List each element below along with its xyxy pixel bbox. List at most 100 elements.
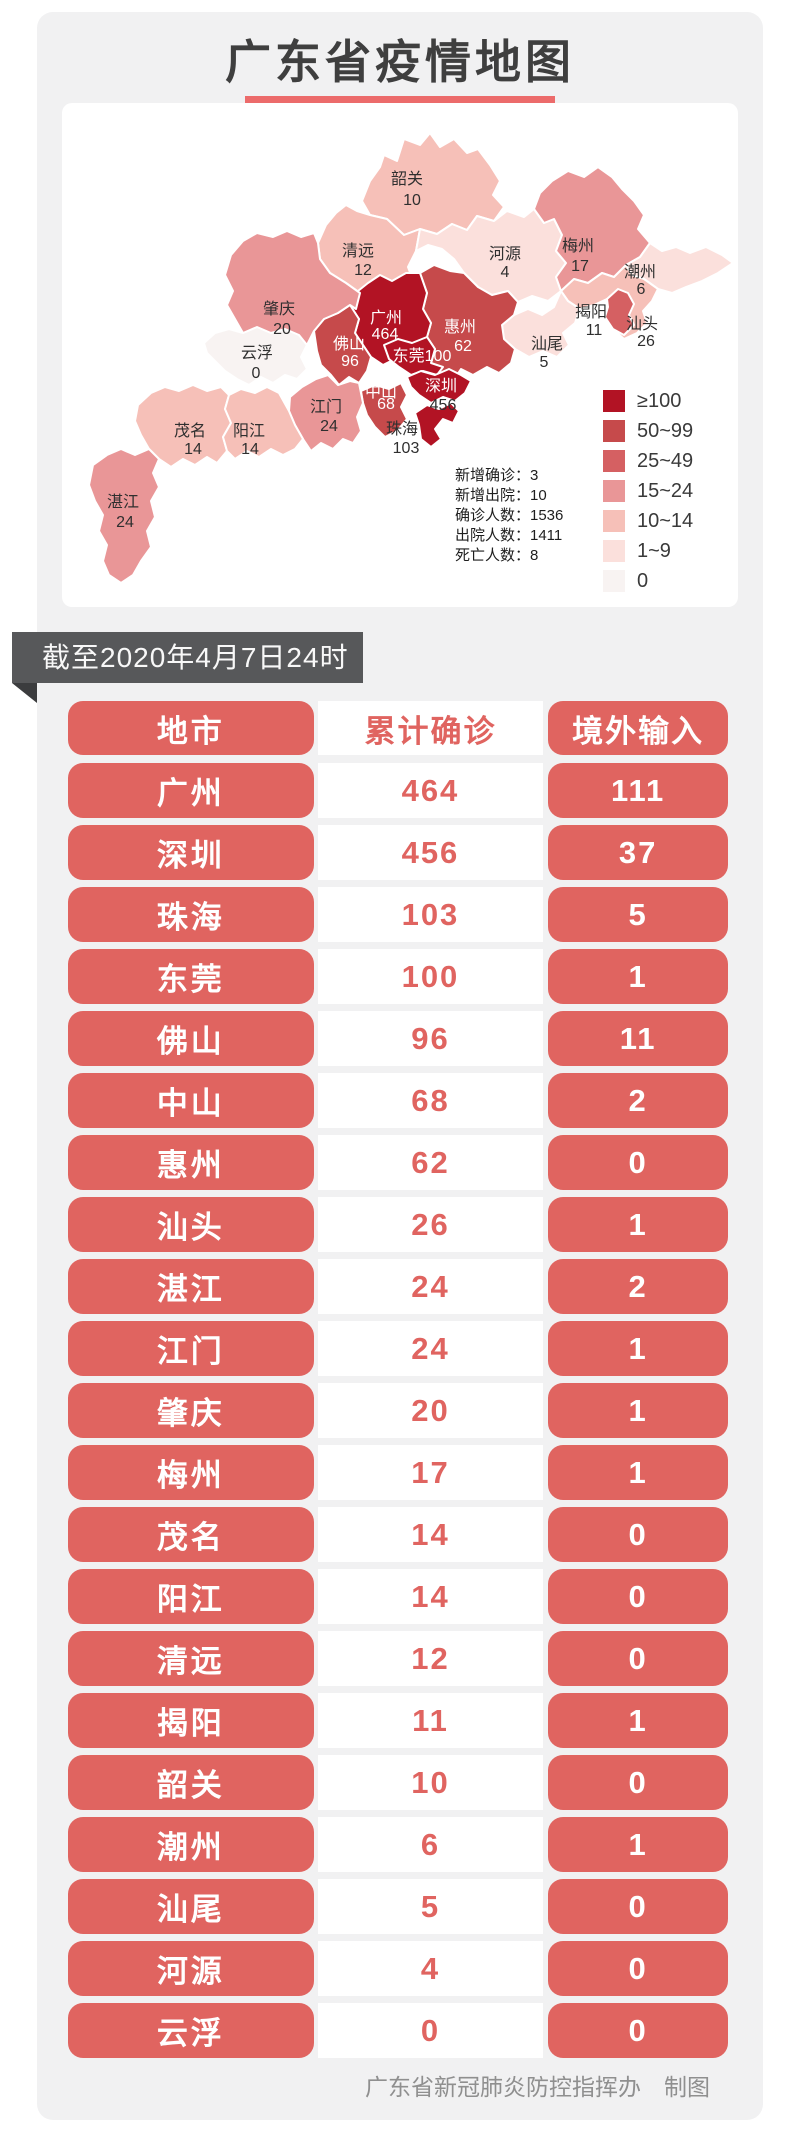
map-city-value-huizhou: 62 <box>454 338 472 355</box>
map-city-value-heyuan: 4 <box>501 264 510 281</box>
table-row: 潮州 6 1 <box>68 1817 728 1872</box>
cell-city: 茂名 <box>68 1507 314 1562</box>
map-region-zhongshan <box>360 382 408 438</box>
map-city-label-heyuan: 河源 <box>489 245 521 263</box>
stats-line: 出院人数：1411 <box>455 527 563 544</box>
map-city-label-zhuhai: 珠海 <box>386 420 418 438</box>
legend-swatch-icon <box>603 570 625 592</box>
table-row: 深圳 456 37 <box>68 825 728 880</box>
map-city-value-yunfu: 0 <box>252 365 261 382</box>
cell-confirmed: 14 <box>317 1569 544 1624</box>
map-region-dongguan <box>383 336 444 376</box>
cell-city: 汕头 <box>68 1197 314 1252</box>
table-row: 佛山 96 11 <box>68 1011 728 1066</box>
date-ribbon-fold-icon <box>12 683 37 703</box>
legend-swatch-icon <box>603 540 625 562</box>
stats-line: 新增确诊：3 <box>455 467 539 484</box>
cell-confirmed: 103 <box>317 887 544 942</box>
legend-label: ≥100 <box>637 389 682 412</box>
legend-swatch-icon <box>603 390 625 412</box>
cell-city: 佛山 <box>68 1011 314 1066</box>
cell-confirmed: 11 <box>317 1693 544 1748</box>
map-city-label-qingyuan: 清远 <box>342 242 374 260</box>
map-city-label-yunfu: 云浮 <box>241 344 273 362</box>
legend-label: 15~24 <box>637 479 694 502</box>
legend-label: 50~99 <box>637 419 694 442</box>
map-region-shanwei <box>501 290 581 358</box>
cell-confirmed: 456 <box>317 825 544 880</box>
map-city-label-chaozhou: 潮州 <box>624 263 656 281</box>
cell-imported: 1 <box>548 1445 728 1500</box>
table-row: 汕尾 5 0 <box>68 1879 728 1934</box>
map-city-value-shaoguan: 10 <box>403 192 421 209</box>
cell-city: 中山 <box>68 1073 314 1128</box>
cell-city: 汕尾 <box>68 1879 314 1934</box>
table-row: 茂名 14 0 <box>68 1507 728 1562</box>
cell-confirmed: 5 <box>317 1879 544 1934</box>
map-region-yangjiang <box>222 386 304 460</box>
cell-imported: 2 <box>548 1259 728 1314</box>
map-city-label-guangzhou: 广州 <box>370 309 402 327</box>
map-city-value-meizhou: 17 <box>571 258 589 275</box>
map-city-value-shanwei: 5 <box>540 354 549 371</box>
map-city-label-zhanjiang: 湛江 <box>107 493 139 511</box>
cell-city: 揭阳 <box>68 1693 314 1748</box>
cell-imported: 37 <box>548 825 728 880</box>
legend-item: ≥100 <box>603 390 693 412</box>
stats-line: 新增出院：10 <box>455 487 547 504</box>
cell-confirmed: 17 <box>317 1445 544 1500</box>
cell-imported: 1 <box>548 1197 728 1252</box>
legend-item: 25~49 <box>603 450 693 472</box>
map-city-value-foshan: 96 <box>341 353 359 370</box>
map-stats: 新增确诊：3 新增出院：10 确诊人数：1536 出院人数：1411 死亡人数：8 <box>455 466 563 566</box>
legend-swatch-icon <box>603 450 625 472</box>
table-row: 云浮 0 0 <box>68 2003 728 2058</box>
table-row: 东莞 100 1 <box>68 949 728 1004</box>
legend-item: 10~14 <box>603 510 693 532</box>
map-city-label-jieyang: 揭阳 <box>575 303 607 321</box>
legend-item: 1~9 <box>603 540 693 562</box>
col-header-city: 地市 <box>68 701 314 755</box>
map-legend: ≥100 50~99 25~49 15~24 10~14 1~9 0 <box>603 390 693 600</box>
cell-confirmed: 14 <box>317 1507 544 1562</box>
cell-confirmed: 68 <box>317 1073 544 1128</box>
map-city-label-jiangmen: 江门 <box>310 398 342 416</box>
map-city-value-zhaoqing: 20 <box>273 321 291 338</box>
cell-imported: 1 <box>548 1693 728 1748</box>
legend-swatch-icon <box>603 420 625 442</box>
map-city-value-shenzhen: 456 <box>430 397 457 414</box>
cell-imported: 0 <box>548 2003 728 2058</box>
map-city-value-shantou: 26 <box>637 333 655 350</box>
map-city-value-zhanjiang: 24 <box>116 514 134 531</box>
cell-imported: 5 <box>548 887 728 942</box>
map-city-label-shaoguan: 韶关 <box>391 170 423 188</box>
table-row: 中山 68 2 <box>68 1073 728 1128</box>
date-ribbon-text: 截至2020年4月7日24时 <box>42 642 349 673</box>
cell-imported: 1 <box>548 1321 728 1376</box>
map-city-label-yangjiang: 阳江 <box>233 422 265 440</box>
legend-item: 15~24 <box>603 480 693 502</box>
cell-confirmed: 26 <box>317 1197 544 1252</box>
table-row: 汕头 26 1 <box>68 1197 728 1252</box>
cell-confirmed: 6 <box>317 1817 544 1872</box>
cell-imported: 1 <box>548 1817 728 1872</box>
table-row: 江门 24 1 <box>68 1321 728 1376</box>
legend-label: 25~49 <box>637 449 694 472</box>
cell-city: 韶关 <box>68 1755 314 1810</box>
cell-confirmed: 100 <box>317 949 544 1004</box>
stats-line: 确诊人数：1536 <box>455 507 564 524</box>
cell-imported: 0 <box>548 1631 728 1686</box>
table-row: 阳江 14 0 <box>68 1569 728 1624</box>
cell-confirmed: 12 <box>317 1631 544 1686</box>
map-city-label-maoming: 茂名 <box>174 422 206 440</box>
legend-swatch-icon <box>603 510 625 532</box>
cell-confirmed: 24 <box>317 1321 544 1376</box>
cell-city: 湛江 <box>68 1259 314 1314</box>
map-city-value-zhuhai: 103 <box>393 440 420 457</box>
table-header-row: 地市 累计确诊 境外输入 <box>68 701 728 755</box>
map-region-zhaoqing <box>224 230 361 346</box>
map-city-value-zhongshan: 68 <box>377 396 395 413</box>
table-row: 揭阳 11 1 <box>68 1693 728 1748</box>
legend-label: 10~14 <box>637 509 694 532</box>
map-city-label-zhaoqing: 肇庆 <box>263 300 295 318</box>
